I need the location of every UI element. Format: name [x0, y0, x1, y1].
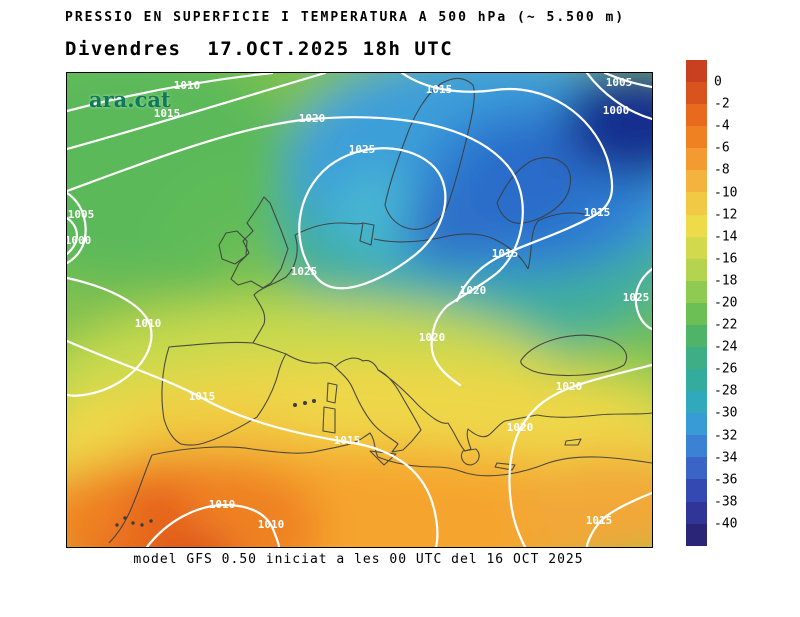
colorbar-tick-label: -24	[714, 339, 738, 355]
colorbar-segment	[686, 369, 707, 392]
colorbar-segment	[686, 457, 707, 480]
colorbar-tick-label: -20	[714, 295, 738, 311]
isobar-label: 1025	[291, 265, 318, 278]
map-frame: 1010 1015 1020 1015 1005 1000 1025 1005 1000 1015…	[66, 72, 653, 548]
isobar-label: 1010	[209, 498, 236, 511]
colorbar-tick-label: -30	[714, 405, 738, 421]
colorbar-tick-label: -8	[714, 162, 730, 178]
colorbar-segment	[686, 104, 707, 127]
isobar-label: 1020	[419, 331, 446, 344]
colorbar-tick-label: -34	[714, 450, 738, 466]
colorbar-tick-label: -38	[714, 494, 738, 510]
isobar-label: 1015	[584, 206, 611, 219]
colorbar-tick-label: -10	[714, 185, 738, 201]
weather-map: 1010 1015 1020 1015 1005 1000 1025 1005 1000 1015…	[67, 73, 652, 547]
ara-cat-logo: ara.cat	[89, 87, 171, 112]
isobar-label: 1020	[556, 380, 583, 393]
colorbar-segment	[686, 501, 707, 524]
isobar-label: 1020	[299, 112, 326, 125]
colorbar-segment	[686, 82, 707, 105]
colorbar-segment	[686, 302, 707, 325]
valid-time-subtitle: Divendres 17.OCT.2025 18h UTC	[65, 38, 454, 60]
colorbar-tick-label: -26	[714, 361, 738, 377]
colorbar-segment	[686, 214, 707, 237]
colorbar-tick-label: -14	[714, 229, 738, 245]
colorbar-segment	[686, 60, 707, 83]
colorbar-tick-label: -32	[714, 428, 738, 444]
colorbar-tick-label: 0	[714, 74, 722, 90]
page-title: PRESSIO EN SUPERFICIE I TEMPERATURA A 50…	[65, 10, 626, 25]
isobar-label: 1025	[349, 143, 376, 156]
isobar-label: 1015	[426, 83, 453, 96]
colorbar-segment	[686, 413, 707, 436]
isobar-label: 1020	[460, 284, 487, 297]
model-caption: model GFS 0.50 iniciat a les 00 UTC del …	[133, 552, 584, 567]
isobar-label: 1020	[507, 421, 534, 434]
colorbar-segment	[686, 479, 707, 502]
isobar-labels: 1010 1015 1020 1015 1005 1000 1025 1005 1000 1015…	[67, 76, 649, 531]
isobar-label: 1005	[68, 208, 95, 221]
colorbar-segment	[686, 236, 707, 259]
isobar-label: 1010	[174, 79, 201, 92]
isobar-label: 1015	[492, 247, 519, 260]
colorbar-segment	[686, 170, 707, 193]
colorbar-segment	[686, 126, 707, 149]
colorbar-ticks: 0 -2 -4 -6 -8 -10 -12 -14 -16 -18 -20 -22 -24 -26 -28 -…	[714, 60, 764, 546]
colorbar-tick-label: -16	[714, 251, 738, 267]
isobar-label: 1000	[67, 234, 91, 247]
colorbar-segment	[686, 435, 707, 458]
isobar-label: 1010	[258, 518, 285, 531]
colorbar-segment	[686, 280, 707, 303]
island-dots	[115, 399, 316, 527]
colorbar-tick-label: -22	[714, 317, 738, 333]
temperature-field	[67, 73, 652, 547]
colorbar-segment	[686, 192, 707, 215]
isobar-label: 1005	[606, 76, 633, 89]
isobar-label: 1000	[603, 104, 630, 117]
isobar-lines	[67, 73, 652, 547]
colorbar-segment	[686, 148, 707, 171]
colorbar-segment	[686, 347, 707, 370]
colorbar-tick-label: -6	[714, 140, 730, 156]
temperature-colorbar	[686, 60, 707, 546]
isobar-label: 1015	[586, 514, 613, 527]
isobar-label: 1015	[189, 390, 216, 403]
colorbar-segment	[686, 258, 707, 281]
colorbar-tick-label: -36	[714, 472, 738, 488]
colorbar-tick-label: -4	[714, 118, 730, 134]
coastlines	[108, 77, 652, 544]
colorbar-segment	[686, 391, 707, 414]
colorbar-tick-label: -2	[714, 96, 730, 112]
colorbar-tick-label: -28	[714, 383, 738, 399]
colorbar-segment	[686, 523, 707, 546]
isobar-label: 1015	[334, 434, 361, 447]
isobar-label: 1010	[135, 317, 162, 330]
isobar-label: 1015	[154, 107, 181, 120]
colorbar-tick-label: -40	[714, 516, 738, 532]
colorbar-segment	[686, 324, 707, 348]
isobar-label: 1025	[623, 291, 650, 304]
colorbar-tick-label: -18	[714, 273, 738, 289]
colorbar-tick-label: -12	[714, 207, 738, 223]
